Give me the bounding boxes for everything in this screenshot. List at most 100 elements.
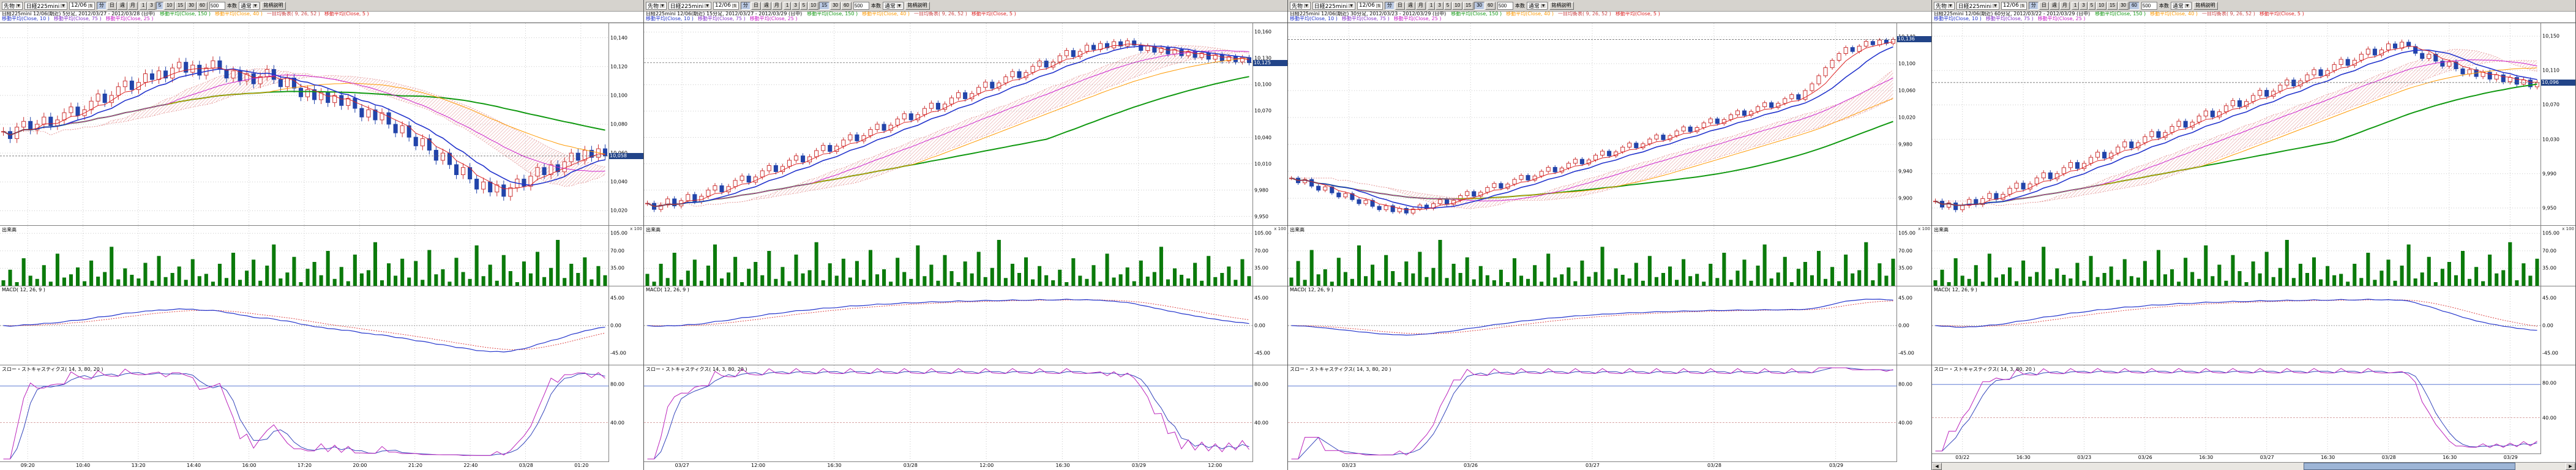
bar-count-input[interactable] (1497, 1, 1513, 10)
macd-chart[interactable]: MACD( 12, 26, 9 ) (1932, 286, 2540, 365)
instrument-type-select[interactable]: 先物 ▼ (1934, 1, 1955, 10)
interval-button-5[interactable]: 5 (1443, 1, 1452, 10)
contract-month-input[interactable]: 12/06 ⇅ (69, 1, 95, 10)
bar-count-input[interactable] (853, 1, 869, 10)
volume-chart[interactable]: 出来高 (1932, 226, 2540, 286)
period-type-button-1[interactable]: 日 (2039, 1, 2049, 10)
macd-chart[interactable]: MACD( 12, 26, 9 ) (0, 286, 608, 365)
interval-button-60[interactable]: 60 (1485, 1, 1496, 10)
interval-button-1[interactable]: 1 (1427, 1, 1436, 10)
price-chart[interactable] (644, 23, 1252, 225)
instrument-type-select[interactable]: 先物 ▼ (2, 1, 23, 10)
display-mode-select[interactable]: 通常 ▼ (238, 1, 260, 10)
instrument-type-select[interactable]: 先物 ▼ (1290, 1, 1311, 10)
price-axis: 10,150 10,110 10,070 10,030 9,990 9,950 10,096 (2540, 23, 2575, 225)
scrollbar-thumb[interactable] (2304, 463, 2516, 470)
macd-tick: 0.00 (1898, 323, 1909, 329)
interval-button-1[interactable]: 1 (783, 1, 792, 10)
interval-button-3[interactable]: 3 (1436, 1, 1443, 10)
volume-chart[interactable]: 出来高 (644, 226, 1252, 286)
period-type-button-3[interactable]: 月 (2059, 1, 2070, 10)
symbol-info-button[interactable]: 銘柄説明 (2193, 1, 2218, 10)
period-type-button-3[interactable]: 月 (771, 1, 782, 10)
price-chart[interactable] (0, 23, 608, 225)
period-type-button-2[interactable]: 週 (1405, 1, 1415, 10)
price-tick: 9,940 (1898, 168, 1912, 174)
interval-button-5[interactable]: 5 (2087, 1, 2096, 10)
interval-button-60[interactable]: 60 (841, 1, 852, 10)
period-type-button-0[interactable]: 分 (1384, 1, 1395, 10)
contract-month-input[interactable]: 12/06 ⇅ (2001, 1, 2027, 10)
interval-button-3[interactable]: 3 (148, 1, 155, 10)
period-type-button-0[interactable]: 分 (2028, 1, 2039, 10)
period-type-button-1[interactable]: 日 (107, 1, 117, 10)
scrollbar-track[interactable] (1942, 463, 2566, 470)
interval-button-30[interactable]: 30 (1474, 1, 1485, 10)
macd-chart[interactable]: MACD( 12, 26, 9 ) (1288, 286, 1896, 365)
contract-month-input[interactable]: 12/06 ⇅ (713, 1, 739, 10)
instrument-select[interactable]: 日経225mini ▼ (1956, 1, 1999, 10)
horizontal-scrollbar[interactable]: ◀ ▶ (1932, 462, 2575, 470)
interval-button-30[interactable]: 30 (186, 1, 197, 10)
price-pane: 10,160 10,130 10,100 10,070 10,040 10,010 9,98… (644, 23, 1287, 225)
contract-month-input[interactable]: 12/06 ⇅ (1357, 1, 1383, 10)
volume-chart[interactable]: 出来高 (1288, 226, 1896, 286)
period-type-button-1[interactable]: 日 (1395, 1, 1405, 10)
symbol-info-button[interactable]: 銘柄説明 (261, 1, 286, 10)
volume-chart[interactable]: 出来高 (0, 226, 608, 286)
price-chart[interactable] (1288, 23, 1896, 225)
interval-button-5[interactable]: 5 (799, 1, 808, 10)
interval-button-10[interactable]: 10 (808, 1, 819, 10)
interval-button-30[interactable]: 30 (2118, 1, 2129, 10)
time-label: 10:40 (76, 463, 91, 468)
stochastics-chart[interactable]: スロー・ストキャスティクス( 14, 3, 80, 20 ) (1288, 365, 1896, 461)
interval-button-15[interactable]: 15 (1463, 1, 1474, 10)
period-type-button-1[interactable]: 日 (751, 1, 761, 10)
bar-count-input[interactable] (209, 1, 225, 10)
interval-button-15[interactable]: 15 (819, 1, 830, 10)
macd-tick: 45.00 (610, 295, 624, 301)
period-type-button-0[interactable]: 分 (96, 1, 107, 10)
display-mode-select[interactable]: 通常 ▼ (882, 1, 904, 10)
interval-button-15[interactable]: 15 (175, 1, 186, 10)
interval-button-1[interactable]: 1 (139, 1, 148, 10)
price-chart[interactable] (1932, 23, 2540, 225)
interval-button-30[interactable]: 30 (830, 1, 841, 10)
period-type-button-3[interactable]: 月 (127, 1, 138, 10)
time-label: 09:20 (20, 463, 35, 468)
interval-button-5[interactable]: 5 (155, 1, 164, 10)
stochastics-chart[interactable]: スロー・ストキャスティクス( 14, 3, 80, 20 ) (644, 365, 1252, 461)
interval-button-10[interactable]: 10 (2096, 1, 2107, 10)
interval-button-3[interactable]: 3 (2080, 1, 2087, 10)
interval-button-60[interactable]: 60 (197, 1, 208, 10)
interval-button-10[interactable]: 10 (1452, 1, 1463, 10)
scroll-right-icon[interactable]: ▶ (2566, 463, 2575, 470)
period-type-button-2[interactable]: 週 (2049, 1, 2059, 10)
indicator-legend-line1: 移動平均(Close, 150 ) 移動平均(Close, 40 ) 一目均衡表( … (2095, 12, 2308, 17)
instrument-select[interactable]: 日経225mini ▼ (668, 1, 711, 10)
period-type-button-0[interactable]: 分 (740, 1, 751, 10)
instrument-type-select[interactable]: 先物 ▼ (646, 1, 667, 10)
indicator-legend-item: 移動平均(Close, 10 ) (2, 16, 50, 21)
instrument-select[interactable]: 日経225mini ▼ (1312, 1, 1355, 10)
macd-tick: 45.00 (2542, 295, 2556, 301)
period-type-button-2[interactable]: 週 (117, 1, 127, 10)
bar-count-input[interactable] (2141, 1, 2157, 10)
interval-button-10[interactable]: 10 (164, 1, 175, 10)
period-type-button-3[interactable]: 月 (1415, 1, 1426, 10)
display-mode-select[interactable]: 通常 ▼ (2170, 1, 2192, 10)
display-mode-select[interactable]: 通常 ▼ (1526, 1, 1548, 10)
stochastics-chart[interactable]: スロー・ストキャスティクス( 14, 3, 80, 20 ) (0, 365, 608, 461)
macd-chart[interactable]: MACD( 12, 26, 9 ) (644, 286, 1252, 365)
symbol-info-button[interactable]: 銘柄説明 (1549, 1, 1574, 10)
instrument-select[interactable]: 日経225mini ▼ (24, 1, 67, 10)
scroll-left-icon[interactable]: ◀ (1932, 463, 1942, 470)
interval-button-1[interactable]: 1 (2071, 1, 2080, 10)
price-tick: 10,150 (2542, 33, 2559, 39)
period-type-button-2[interactable]: 週 (761, 1, 771, 10)
interval-button-60[interactable]: 60 (2129, 1, 2140, 10)
symbol-info-button[interactable]: 銘柄説明 (905, 1, 930, 10)
interval-button-3[interactable]: 3 (792, 1, 799, 10)
stochastics-chart[interactable]: スロー・ストキャスティクス( 14, 3, 80, 20 ) (1932, 365, 2540, 453)
interval-button-15[interactable]: 15 (2107, 1, 2118, 10)
